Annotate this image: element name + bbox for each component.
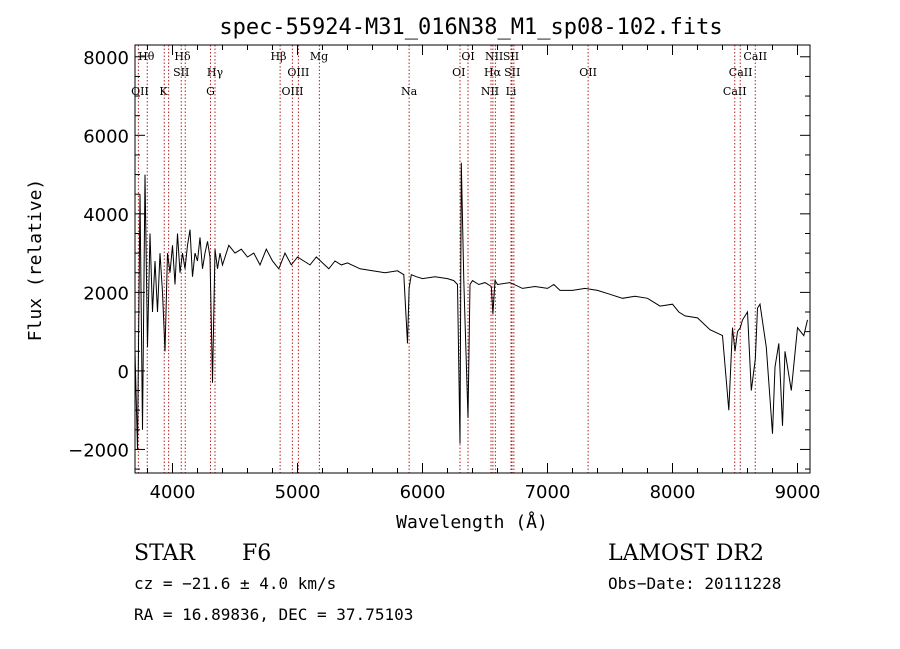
x-tick-label-1: 5000 — [275, 482, 321, 503]
x-tick-label-0: 4000 — [150, 482, 196, 503]
line-label-9: OIII — [281, 85, 303, 98]
line-label-11: Mg — [310, 50, 328, 63]
line-label-19: SII — [503, 50, 519, 63]
line-label-15: NII — [481, 85, 499, 98]
line-label-1: Hθ — [138, 50, 155, 63]
velocity-text: cz = −21.6 ± 4.0 km/s — [134, 574, 336, 593]
y-tick-label-1: 0 — [118, 362, 129, 383]
line-label-4: Hδ — [174, 50, 191, 63]
line-label-13: OI — [452, 66, 465, 79]
obs-date: Obs−Date: 20111228 — [608, 574, 781, 593]
x-tick-label-4: 8000 — [650, 482, 696, 503]
line-label-12: Na — [401, 85, 418, 98]
line-label-16: Hα — [484, 66, 502, 79]
y-tick-label-3: 4000 — [83, 205, 129, 226]
x-axis-ticks: 4000 5000 6000 7000 8000 9000 — [147, 45, 821, 503]
line-label-21: OII — [579, 66, 597, 79]
spectrum-series-line — [134, 162, 808, 450]
line-label-7: G — [206, 85, 215, 98]
x-axis-label: Wavelength (Å) — [396, 511, 548, 533]
line-label-14: OI — [461, 50, 474, 63]
y-axis-ticks: −2000 0 2000 4000 6000 8000 — [68, 48, 810, 470]
x-tick-label-5: 9000 — [775, 482, 821, 503]
line-label-22: CaII — [723, 85, 747, 98]
y-tick-label-2: 2000 — [83, 283, 129, 304]
y-tick-label-0: −2000 — [68, 440, 129, 461]
spectral-line-markers — [137, 45, 756, 473]
line-label-8: Hβ — [271, 50, 287, 63]
line-label-6: Hγ — [207, 66, 224, 79]
line-label-10: OIII — [287, 66, 309, 79]
line-label-18: SII — [504, 66, 520, 79]
y-tick-label-4: 6000 — [83, 126, 129, 147]
line-label-24: CaII — [743, 50, 767, 63]
object-class: STAR — [134, 541, 196, 566]
line-label-17: NII — [485, 50, 503, 63]
line-label-0: OII — [131, 85, 149, 98]
x-tick-label-2: 6000 — [400, 482, 446, 503]
y-tick-label-5: 8000 — [83, 48, 129, 69]
coordinates: RA = 16.89836, DEC = 37.75103 — [134, 605, 413, 624]
line-label-5: SII — [173, 66, 189, 79]
y-axis-label: Flux (relative) — [25, 179, 46, 342]
chart-title: spec-55924-M31_016N38_M1_sp08-102.fits — [219, 15, 722, 40]
line-label-20: Li — [506, 85, 517, 98]
line-label-23: CaII — [729, 66, 753, 79]
spectral-subclass: F6 — [242, 541, 271, 566]
plot-frame — [134, 44, 811, 474]
survey-name: LAMOST DR2 — [608, 541, 764, 566]
line-label-2: K — [159, 85, 168, 98]
x-tick-label-3: 7000 — [525, 482, 571, 503]
